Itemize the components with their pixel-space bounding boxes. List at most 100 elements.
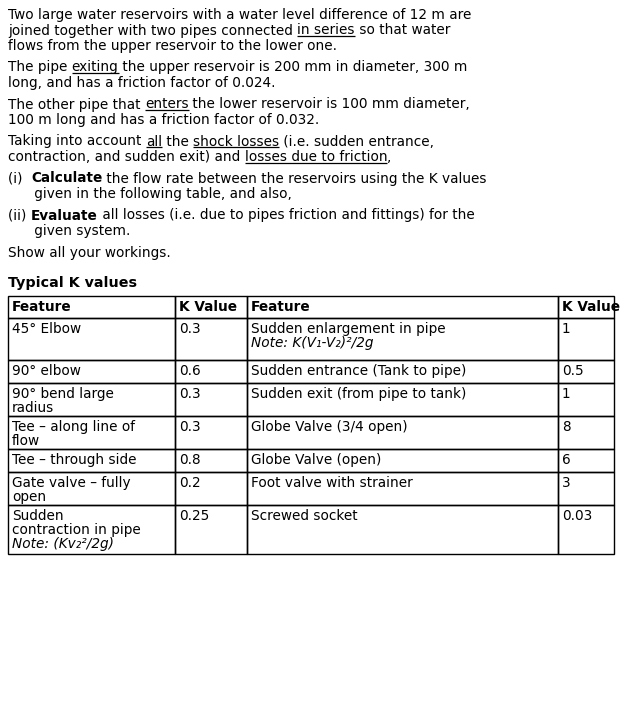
Bar [247, 472, 558, 505]
Text: (i.e. sudden entrance,: (i.e. sudden entrance, [279, 135, 434, 149]
Text: Tee – along line of: Tee – along line of [12, 420, 135, 434]
Bar [175, 296, 247, 318]
Text: given system.: given system. [8, 224, 131, 238]
Text: 0.3: 0.3 [179, 387, 201, 401]
Text: all: all [146, 135, 162, 149]
Text: ,: , [388, 150, 392, 164]
Text: long, and has a friction factor of 0.024.: long, and has a friction factor of 0.024… [8, 76, 276, 90]
Bar [175, 449, 247, 472]
Text: Screwed socket: Screwed socket [251, 509, 358, 523]
Bar [8, 296, 175, 318]
Text: Show all your workings.: Show all your workings. [8, 245, 171, 260]
Text: 90° elbow: 90° elbow [12, 364, 81, 378]
Text: Feature: Feature [251, 300, 310, 314]
Text: The pipe: The pipe [8, 61, 72, 74]
Bar [175, 318, 247, 360]
Bar [247, 416, 558, 449]
Text: The other pipe that: The other pipe that [8, 97, 145, 112]
Text: 8: 8 [562, 420, 570, 434]
Bar [558, 472, 614, 505]
Text: enters: enters [145, 97, 188, 112]
Bar [175, 416, 247, 449]
Text: 6: 6 [562, 454, 570, 467]
Text: contraction, and sudden exit) and: contraction, and sudden exit) and [8, 150, 244, 164]
Text: Sudden exit (from pipe to tank): Sudden exit (from pipe to tank) [251, 387, 466, 401]
Text: Sudden enlargement in pipe: Sudden enlargement in pipe [251, 322, 445, 336]
Bar [558, 383, 614, 416]
Text: Sudden: Sudden [12, 509, 63, 523]
Text: Feature: Feature [12, 300, 72, 314]
Text: Globe Valve (open): Globe Valve (open) [251, 454, 381, 467]
Text: Calculate: Calculate [31, 172, 103, 185]
Bar [8, 472, 175, 505]
Text: (ii): (ii) [8, 208, 30, 223]
Text: the flow rate between the reservoirs using the K values: the flow rate between the reservoirs usi… [103, 172, 487, 185]
Bar [175, 505, 247, 554]
Bar [175, 360, 247, 383]
Bar [558, 360, 614, 383]
Text: the lower reservoir is 100 mm diameter,: the lower reservoir is 100 mm diameter, [188, 97, 470, 112]
Text: 0.5: 0.5 [562, 364, 584, 378]
Text: Note: K(V₁-V₂)²/2g: Note: K(V₁-V₂)²/2g [251, 336, 373, 350]
Text: 0.03: 0.03 [562, 509, 592, 523]
Bar [175, 383, 247, 416]
Text: 0.3: 0.3 [179, 420, 201, 434]
Bar [8, 449, 175, 472]
Bar [8, 416, 175, 449]
Bar [8, 383, 175, 416]
Bar [247, 296, 558, 318]
Text: given in the following table, and also,: given in the following table, and also, [8, 187, 292, 201]
Text: 0.3: 0.3 [179, 322, 201, 336]
Text: open: open [12, 490, 46, 504]
Text: 1: 1 [562, 387, 570, 401]
Bar [247, 360, 558, 383]
Text: 1: 1 [562, 322, 570, 336]
Text: Tee – through side: Tee – through side [12, 454, 136, 467]
Text: the upper reservoir is 200 mm in diameter, 300 m: the upper reservoir is 200 mm in diamete… [119, 61, 468, 74]
Text: Globe Valve (3/4 open): Globe Valve (3/4 open) [251, 420, 407, 434]
Text: Foot valve with strainer: Foot valve with strainer [251, 476, 413, 490]
Text: contraction in pipe: contraction in pipe [12, 523, 141, 537]
Text: the: the [162, 135, 193, 149]
Text: 0.2: 0.2 [179, 476, 201, 490]
Bar [558, 318, 614, 360]
Bar [247, 383, 558, 416]
Text: (i): (i) [8, 172, 31, 185]
Text: in series: in series [297, 24, 355, 37]
Text: K Value: K Value [562, 300, 620, 314]
Text: 90° bend large: 90° bend large [12, 387, 114, 401]
Bar [8, 505, 175, 554]
Text: 0.6: 0.6 [179, 364, 201, 378]
Bar [247, 505, 558, 554]
Text: flow: flow [12, 434, 40, 448]
Text: 0.8: 0.8 [179, 454, 201, 467]
Text: 0.25: 0.25 [179, 509, 210, 523]
Bar [558, 296, 614, 318]
Text: Taking into account: Taking into account [8, 135, 146, 149]
Text: flows from the upper reservoir to the lower one.: flows from the upper reservoir to the lo… [8, 39, 337, 53]
Text: Gate valve – fully: Gate valve – fully [12, 476, 131, 490]
Text: losses due to friction: losses due to friction [244, 150, 388, 164]
Text: radius: radius [12, 401, 54, 415]
Bar [558, 505, 614, 554]
Text: Two large water reservoirs with a water level difference of 12 m are: Two large water reservoirs with a water … [8, 8, 471, 22]
Text: joined together with two pipes connected: joined together with two pipes connected [8, 24, 297, 37]
Text: exiting: exiting [72, 61, 119, 74]
Text: Evaluate: Evaluate [30, 208, 98, 223]
Bar [247, 318, 558, 360]
Bar [247, 449, 558, 472]
Text: K Value: K Value [179, 300, 237, 314]
Bar [175, 472, 247, 505]
Text: Typical K values: Typical K values [8, 276, 137, 290]
Text: 3: 3 [562, 476, 570, 490]
Text: Sudden entrance (Tank to pipe): Sudden entrance (Tank to pipe) [251, 364, 466, 378]
Text: Note: (Kv₂²/2g): Note: (Kv₂²/2g) [12, 537, 114, 551]
Text: 100 m long and has a friction factor of 0.032.: 100 m long and has a friction factor of … [8, 113, 319, 127]
Bar [8, 360, 175, 383]
Bar [8, 318, 175, 360]
Text: 45° Elbow: 45° Elbow [12, 322, 81, 336]
Bar [558, 449, 614, 472]
Bar [558, 416, 614, 449]
Text: all losses (i.e. due to pipes friction and fittings) for the: all losses (i.e. due to pipes friction a… [98, 208, 474, 223]
Text: shock losses: shock losses [193, 135, 279, 149]
